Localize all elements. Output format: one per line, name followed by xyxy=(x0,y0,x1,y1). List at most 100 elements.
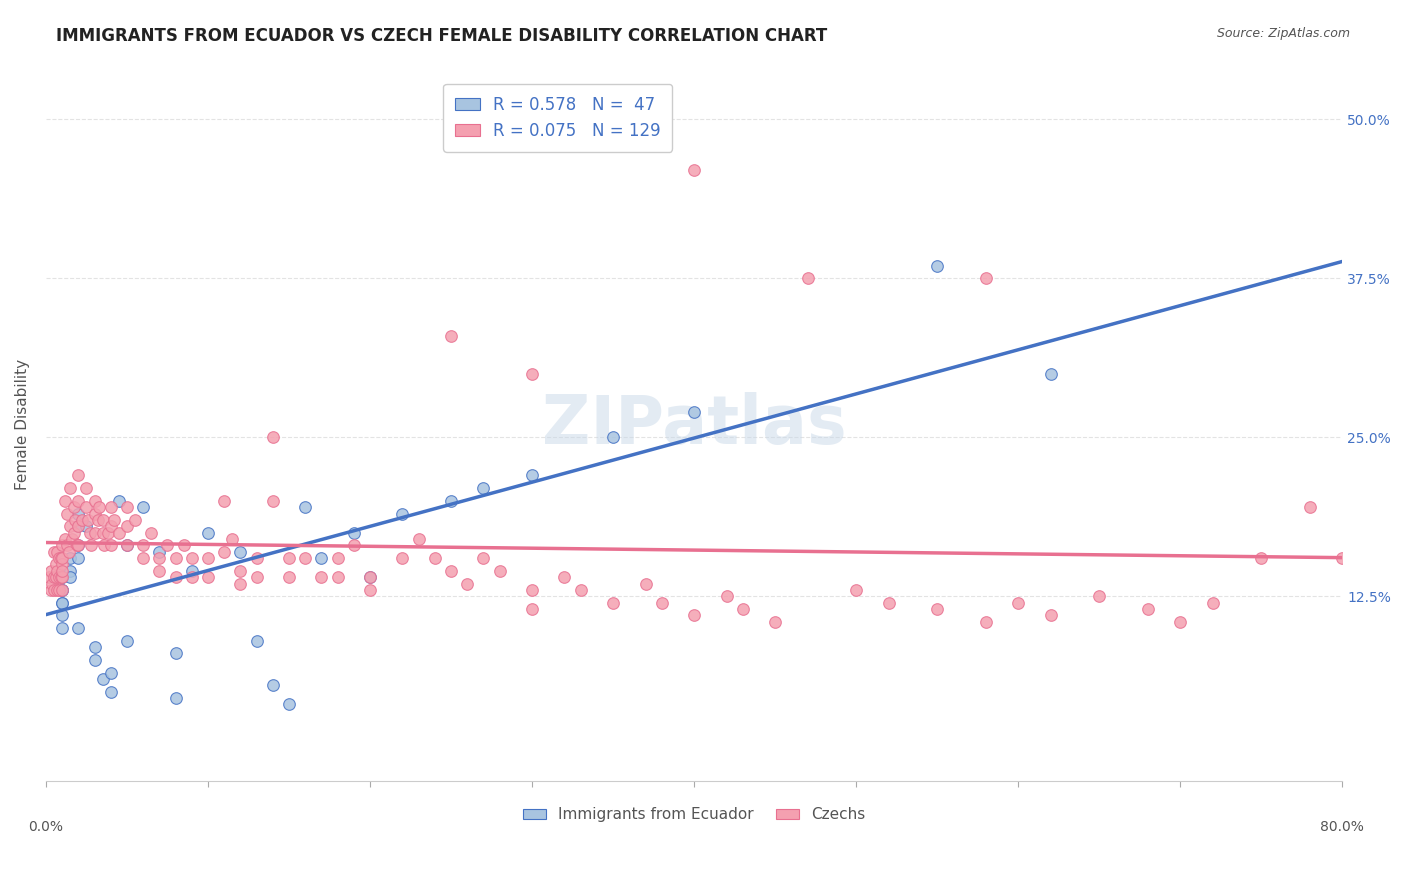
Point xyxy=(391,507,413,521)
Point xyxy=(246,570,269,584)
Point xyxy=(212,545,235,559)
Point xyxy=(76,519,98,533)
Point xyxy=(683,163,706,178)
Point xyxy=(100,519,122,533)
Point xyxy=(197,525,219,540)
Point xyxy=(91,525,114,540)
Point xyxy=(51,570,73,584)
Point xyxy=(165,690,187,705)
Point xyxy=(343,538,366,552)
Point xyxy=(796,271,818,285)
Point xyxy=(46,582,69,597)
Point xyxy=(311,551,333,566)
Point xyxy=(67,494,90,508)
Point xyxy=(42,582,65,597)
Point xyxy=(51,558,73,572)
Point xyxy=(927,602,949,616)
Point xyxy=(59,570,82,584)
Point xyxy=(974,615,997,629)
Point xyxy=(51,570,73,584)
Point xyxy=(51,564,73,578)
Point xyxy=(115,538,138,552)
Point xyxy=(165,570,187,584)
Point xyxy=(115,633,138,648)
Point xyxy=(58,545,80,559)
Point xyxy=(38,570,60,584)
Point xyxy=(100,684,122,698)
Point xyxy=(278,551,301,566)
Point xyxy=(42,570,65,584)
Point xyxy=(62,500,84,515)
Point xyxy=(278,570,301,584)
Point xyxy=(440,564,463,578)
Point xyxy=(83,525,105,540)
Point xyxy=(67,551,90,566)
Point xyxy=(51,582,73,597)
Point xyxy=(48,551,70,566)
Point xyxy=(55,532,77,546)
Point xyxy=(520,602,543,616)
Point xyxy=(456,576,478,591)
Point xyxy=(51,570,73,584)
Point xyxy=(87,513,110,527)
Point xyxy=(262,430,284,444)
Point xyxy=(141,525,163,540)
Point xyxy=(602,430,624,444)
Point xyxy=(553,570,575,584)
Point xyxy=(70,513,93,527)
Point xyxy=(83,494,105,508)
Point xyxy=(359,570,381,584)
Point xyxy=(165,647,187,661)
Point xyxy=(683,405,706,419)
Point xyxy=(41,576,63,591)
Point xyxy=(51,582,73,597)
Point xyxy=(602,596,624,610)
Point xyxy=(49,570,72,584)
Point xyxy=(62,525,84,540)
Point xyxy=(51,596,73,610)
Point xyxy=(246,633,269,648)
Point xyxy=(59,551,82,566)
Point xyxy=(132,538,155,552)
Point xyxy=(59,564,82,578)
Point xyxy=(55,494,77,508)
Point xyxy=(1039,367,1062,381)
Point xyxy=(76,481,98,495)
Point xyxy=(39,582,62,597)
Text: 0.0%: 0.0% xyxy=(28,820,63,834)
Point xyxy=(148,545,170,559)
Point xyxy=(51,538,73,552)
Point xyxy=(1331,551,1354,566)
Point xyxy=(42,545,65,559)
Point xyxy=(488,564,510,578)
Point xyxy=(67,621,90,635)
Point xyxy=(89,500,111,515)
Point xyxy=(46,545,69,559)
Point xyxy=(1136,602,1159,616)
Point xyxy=(67,538,90,552)
Point xyxy=(1299,500,1322,515)
Point xyxy=(294,551,316,566)
Text: Source: ZipAtlas.com: Source: ZipAtlas.com xyxy=(1216,27,1350,40)
Point xyxy=(49,551,72,566)
Point xyxy=(51,551,73,566)
Point xyxy=(108,525,131,540)
Point xyxy=(108,494,131,508)
Point xyxy=(763,615,786,629)
Point xyxy=(51,582,73,597)
Point xyxy=(59,481,82,495)
Point xyxy=(472,481,495,495)
Y-axis label: Female Disability: Female Disability xyxy=(15,359,30,490)
Point xyxy=(1168,615,1191,629)
Point xyxy=(408,532,430,546)
Point xyxy=(683,608,706,623)
Point xyxy=(91,672,114,686)
Point xyxy=(132,500,155,515)
Point xyxy=(180,570,202,584)
Point xyxy=(423,551,446,566)
Point xyxy=(77,513,100,527)
Point xyxy=(212,494,235,508)
Point xyxy=(180,564,202,578)
Point xyxy=(262,494,284,508)
Point xyxy=(1250,551,1272,566)
